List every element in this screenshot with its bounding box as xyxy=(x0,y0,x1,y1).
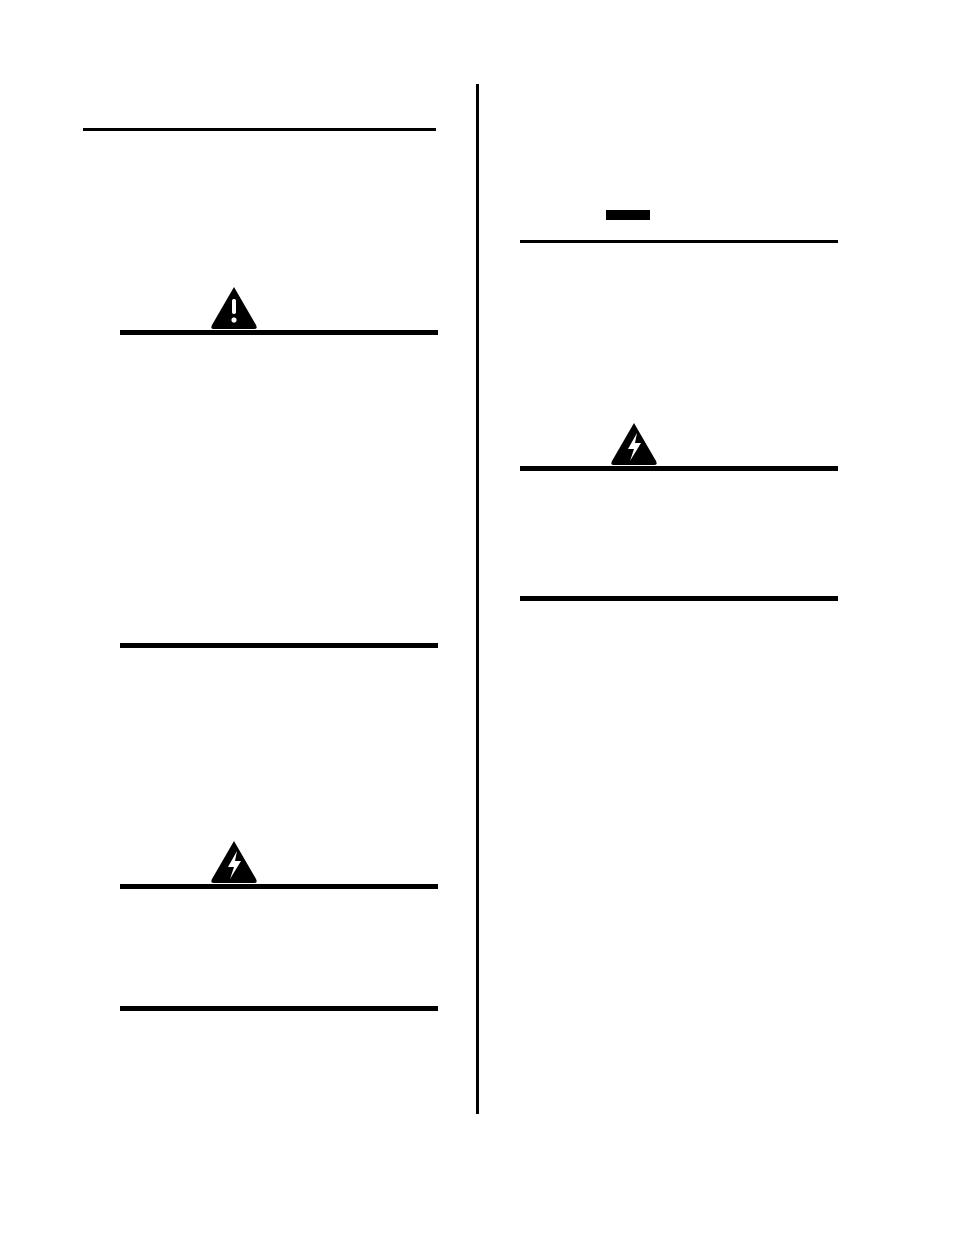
rule-1 xyxy=(83,128,436,131)
rule-2 xyxy=(120,330,438,335)
rule-4 xyxy=(120,884,438,889)
column-divider xyxy=(476,84,479,1114)
rule-8 xyxy=(520,596,838,601)
rule-7 xyxy=(520,466,838,471)
warning-exclamation-icon xyxy=(210,287,258,329)
rule-6 xyxy=(520,240,838,243)
warning-bolt-icon xyxy=(210,841,258,883)
short-bar xyxy=(606,210,650,220)
document-page xyxy=(0,0,954,1235)
rule-5 xyxy=(120,1006,438,1011)
warning-bolt-icon-2 xyxy=(610,423,658,465)
rule-3 xyxy=(120,643,438,648)
